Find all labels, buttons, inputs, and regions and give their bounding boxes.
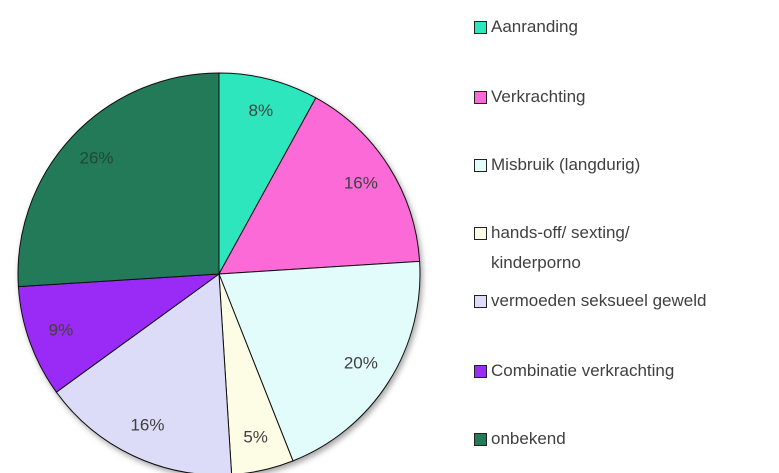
legend-item: Verkrachting bbox=[474, 82, 586, 112]
pie-slice bbox=[218, 97, 421, 275]
data-label: 16% bbox=[344, 173, 378, 192]
legend-label: vermoeden seksueel geweld bbox=[491, 291, 707, 310]
legend-swatch bbox=[474, 365, 487, 378]
data-label: 9% bbox=[49, 320, 74, 339]
pie-slice bbox=[55, 273, 233, 473]
pie-slice bbox=[17, 72, 220, 288]
legend-item: Combinatie verkrachting bbox=[474, 356, 674, 386]
pie-slice bbox=[218, 260, 421, 462]
data-label: 20% bbox=[344, 354, 378, 373]
pie-slice bbox=[218, 273, 294, 473]
legend-label: Aanranding bbox=[491, 17, 578, 36]
slices bbox=[17, 72, 421, 473]
legend-label: Verkrachting bbox=[491, 87, 586, 106]
data-label: 26% bbox=[80, 148, 114, 167]
legend-swatch bbox=[474, 91, 487, 104]
legend-label: Combinatie verkrachting bbox=[491, 361, 675, 380]
pie-slice bbox=[17, 273, 221, 393]
data-label: 16% bbox=[130, 415, 164, 434]
legend-item: hands-off/ sexting/ kinderporno bbox=[474, 218, 654, 278]
data-label: 5% bbox=[243, 427, 268, 446]
legend-swatch bbox=[474, 433, 487, 446]
legend-swatch bbox=[474, 295, 487, 308]
legend-item: Aanranding bbox=[474, 12, 578, 42]
labels: 8% 16% 20% 5% 16% 9% 26% bbox=[49, 101, 378, 447]
legend-item: onbekend bbox=[474, 424, 566, 454]
legend-label: hands-off/ sexting/ kinderporno bbox=[491, 223, 630, 272]
pie-slice bbox=[218, 72, 317, 275]
legend-label: Misbruik (langdurig) bbox=[491, 155, 641, 174]
legend-label: onbekend bbox=[491, 429, 566, 448]
legend-swatch bbox=[474, 159, 487, 172]
legend-item: vermoeden seksueel geweld bbox=[474, 286, 706, 316]
legend-swatch bbox=[474, 21, 487, 34]
legend-item: Misbruik (langdurig) bbox=[474, 150, 640, 180]
data-label: 8% bbox=[248, 101, 273, 120]
legend-swatch bbox=[474, 227, 487, 240]
